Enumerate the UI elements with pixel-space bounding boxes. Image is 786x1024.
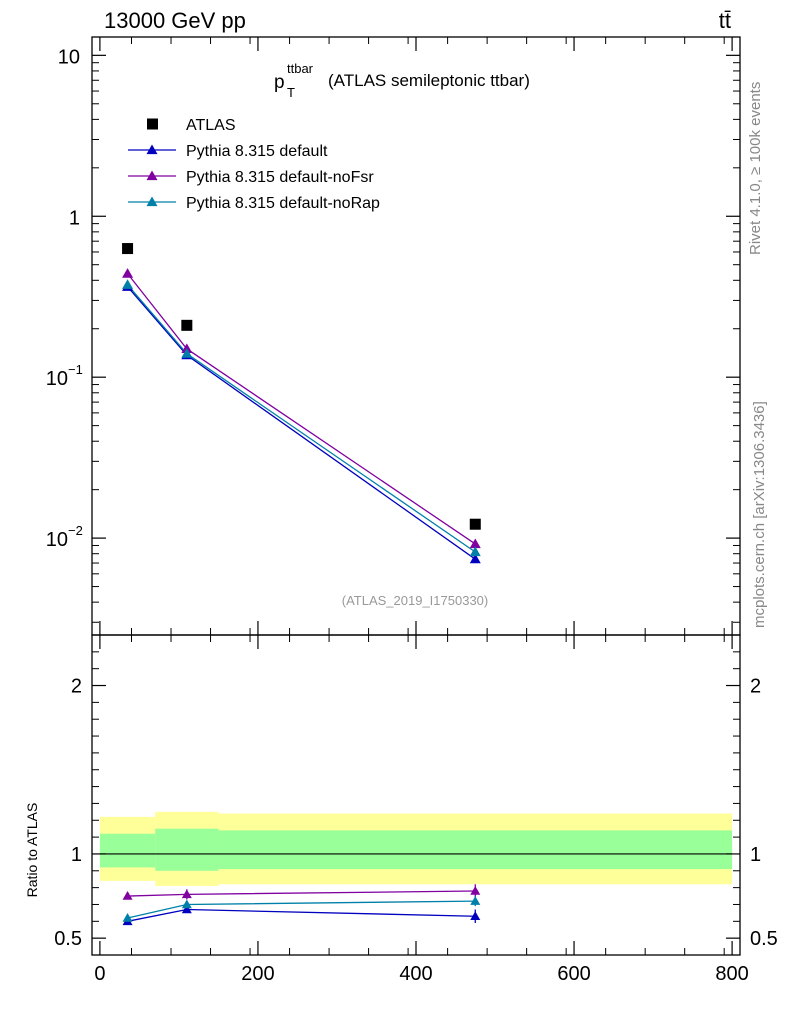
- ratio-point: [470, 911, 481, 921]
- legend-marker: [146, 170, 158, 181]
- title-main: p: [274, 72, 285, 93]
- ratio-point: [122, 891, 133, 900]
- main-series-line: [127, 284, 476, 553]
- main-mc-point: [122, 279, 134, 289]
- title-subscript: T: [287, 85, 295, 100]
- title-rest: (ATLAS semileptonic ttbar): [328, 71, 530, 90]
- header-collision-label: 13000 GeV pp: [104, 8, 246, 33]
- legend-marker: [146, 196, 158, 207]
- main-data-point: [181, 319, 193, 331]
- rivet-version-label: Rivet 4.1.0, ≥ 100k events: [747, 82, 764, 255]
- analysis-id: (ATLAS_2019_I1750330): [342, 593, 488, 608]
- main-mc-point: [122, 268, 134, 278]
- main-mc-point: [469, 546, 481, 557]
- main-mc-point: [181, 348, 193, 358]
- ratio-point: [122, 912, 133, 922]
- ratio-ylabel: Ratio to ATLAS: [24, 803, 40, 898]
- xtick-label: 600: [557, 963, 590, 985]
- uncertainty-band-green: [218, 830, 733, 870]
- xtick-label: 800: [715, 963, 748, 985]
- ratio-ytick-label-right: 2: [750, 676, 761, 698]
- ratio-ytick-label: 0.5: [54, 928, 82, 950]
- ratio-ytick-label: 2: [71, 676, 82, 698]
- main-data-point: [469, 518, 481, 530]
- main-series-line: [127, 273, 476, 545]
- ratio-point: [181, 889, 192, 899]
- plot-title: p ttbar T (ATLAS semileptonic ttbar): [274, 61, 530, 100]
- main-ytick-label: 10: [46, 368, 68, 390]
- svg-text:p: p: [274, 72, 285, 93]
- legend-marker: [146, 144, 158, 155]
- xtick-label: 400: [399, 963, 432, 985]
- main-mc-point: [469, 538, 481, 549]
- legend-marker: [147, 118, 158, 130]
- legend-label: Pythia 8.315 default-noFsr: [186, 169, 374, 186]
- ratio-point: [470, 886, 481, 895]
- main-ytick-label: 10: [58, 46, 80, 68]
- mcplots-label: mcplots.cern.ch [arXiv:1306.3436]: [751, 401, 768, 628]
- main-ytick-label: 10: [46, 529, 68, 551]
- legend-label: ATLAS: [186, 117, 236, 134]
- ratio-panel: 2 2 1 1 0.5 0.5 0 200 400 600 800: [54, 634, 778, 985]
- ratio-ytick-label: 1: [71, 844, 82, 866]
- main-ytick-label: 1: [69, 207, 80, 229]
- header-process-label: tt̄: [719, 8, 731, 33]
- main-mc-point: [181, 343, 193, 353]
- main-mc-point: [469, 553, 481, 564]
- main-ytick-exponent: −1: [68, 362, 83, 377]
- xtick-label: 200: [241, 963, 274, 985]
- xtick-label: 0: [94, 963, 105, 985]
- uncertainty-band-green: [155, 828, 219, 871]
- main-series-line: [127, 286, 476, 560]
- ratio-ytick-label-right: 1: [750, 844, 761, 866]
- ratio-point: [181, 899, 192, 909]
- ratio-point: [181, 904, 192, 914]
- ratio-series-line: [127, 908, 476, 922]
- ratio-series-line: [127, 890, 476, 897]
- ratio-ytick-label-right: 0.5: [750, 928, 778, 950]
- main-data-point: [122, 243, 134, 255]
- main-ytick-exponent: −2: [68, 523, 83, 538]
- ratio-point: [470, 896, 481, 905]
- legend-label: Pythia 8.315 default: [186, 143, 328, 160]
- legend: ATLAS Pythia 8.315 default Pythia 8.315 de…: [128, 117, 380, 212]
- uncertainty-band-green: [99, 833, 156, 868]
- legend-label: Pythia 8.315 default-noRap: [186, 195, 380, 212]
- title-superscript: ttbar: [287, 61, 314, 76]
